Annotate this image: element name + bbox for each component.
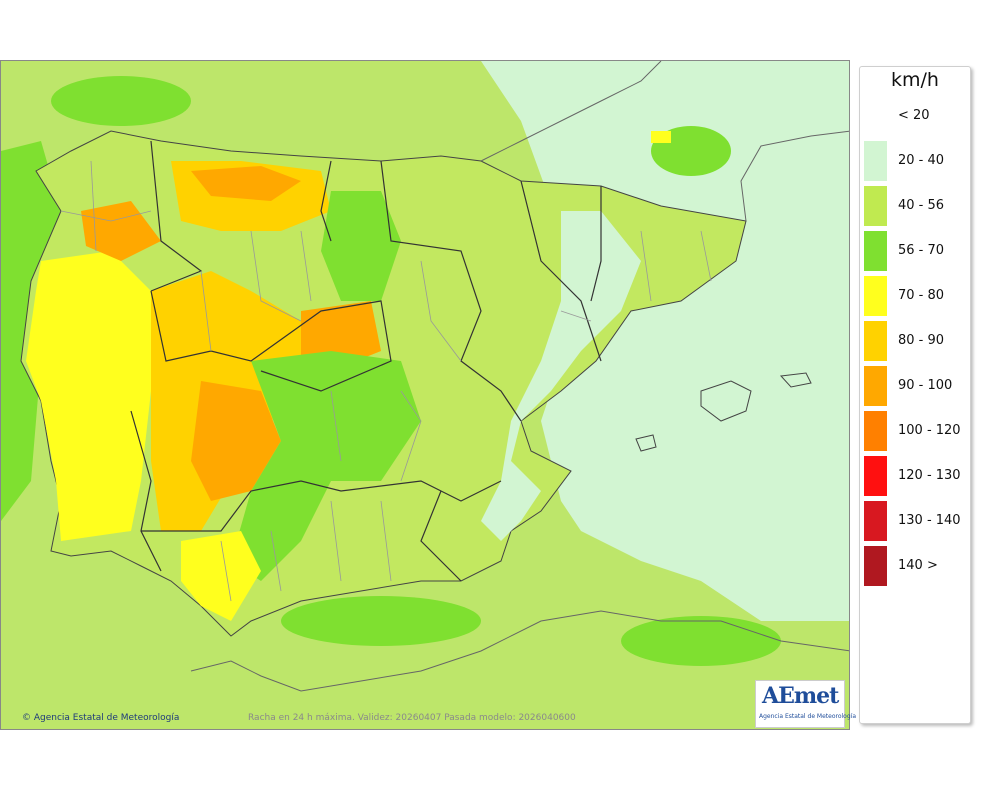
france-coastline xyxy=(480,61,662,162)
agency-credit-text: Agencia Estatal de Meteorología xyxy=(33,713,180,723)
extremadura-field-90-100 xyxy=(191,381,281,501)
legend-swatch xyxy=(864,231,887,271)
legend-item: 90 - 100 xyxy=(864,366,970,406)
ibiza-island xyxy=(635,434,657,452)
east-field-20-40 xyxy=(481,211,641,541)
legend-swatch xyxy=(864,321,887,361)
legend-label: 120 - 130 xyxy=(898,468,961,483)
legend-item: 56 - 70 xyxy=(864,231,970,271)
province-borders xyxy=(60,160,712,602)
wind-gust-map[interactable] xyxy=(0,60,850,730)
alboran-field-56-70 xyxy=(281,596,481,646)
legend-item: 70 - 80 xyxy=(864,276,970,316)
aemet-logo: AEmet Agencia Estatal de Meteorología xyxy=(755,680,856,728)
legend: km/h < 20 20 - 40 40 - 56 56 - 70 70 - 80 80 … xyxy=(859,66,971,724)
west-field-70-80 xyxy=(26,251,151,541)
legend-label: 140 > xyxy=(898,558,938,573)
legend-label: < 20 xyxy=(898,108,930,123)
legend-label: 80 - 90 xyxy=(898,333,945,348)
map-caption: Racha en 24 h máxima. Validez: 20260407 … xyxy=(248,713,576,723)
legend-item: 140 > xyxy=(864,546,970,586)
galicia-field-90-100 xyxy=(81,201,161,261)
logo-mark: AEmet xyxy=(762,683,839,709)
legend-label: 100 - 120 xyxy=(898,423,961,438)
legend-item: 130 - 140 xyxy=(864,501,970,541)
region-borders xyxy=(130,140,602,582)
agency-credit: © Agencia Estatal de Meteorología xyxy=(22,713,180,723)
legend-label: 130 - 140 xyxy=(898,513,961,528)
legend-swatch xyxy=(864,276,887,316)
legend-item: 120 - 130 xyxy=(864,456,970,496)
legend-swatch xyxy=(864,546,887,586)
legend-swatch xyxy=(864,96,887,136)
gulf-field-70-80 xyxy=(651,131,671,143)
legend-label: 56 - 70 xyxy=(898,243,945,258)
andalusia-field-70-80 xyxy=(181,531,261,621)
menorca-island xyxy=(779,372,812,388)
africa-coastline xyxy=(190,610,849,692)
legend-label: 70 - 80 xyxy=(898,288,945,303)
legend-swatch xyxy=(864,411,887,451)
legend-swatch xyxy=(864,186,887,226)
legend-item: 80 - 90 xyxy=(864,321,970,361)
legend-swatch xyxy=(864,141,887,181)
map-canvas xyxy=(1,61,849,729)
france-med-coastline xyxy=(740,130,849,222)
legend-label: 20 - 40 xyxy=(898,153,945,168)
legend-unit: km/h xyxy=(891,69,939,91)
legend-item: < 20 xyxy=(864,96,970,136)
legend-item: 40 - 56 xyxy=(864,186,970,226)
south-sea-field-56-70 xyxy=(621,616,781,666)
logo-subtitle: Agencia Estatal de Meteorología xyxy=(759,713,856,720)
legend-swatch xyxy=(864,501,887,541)
legend-item: 100 - 120 xyxy=(864,411,970,451)
legend-swatch xyxy=(864,456,887,496)
central-field-56-70 xyxy=(231,351,421,581)
legend-item: 20 - 40 xyxy=(864,141,970,181)
north-field-56-70 xyxy=(321,191,401,301)
legend-label: 40 - 56 xyxy=(898,198,945,213)
legend-label: 90 - 100 xyxy=(898,378,953,393)
bay-field-56-70 xyxy=(51,76,191,126)
cantabria-field-90-100 xyxy=(191,166,301,201)
mallorca-island xyxy=(700,380,752,422)
legend-swatch xyxy=(864,366,887,406)
